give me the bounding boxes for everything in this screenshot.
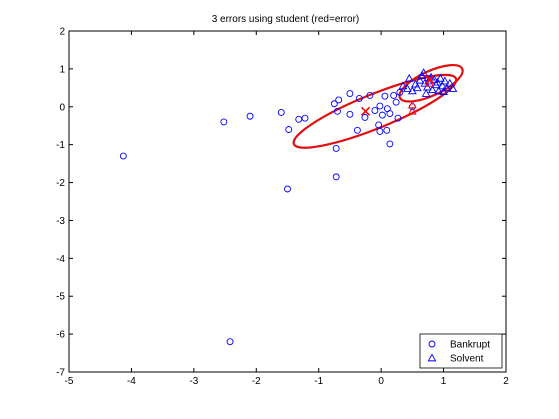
solvent-point (422, 82, 432, 91)
y-tick-label: -6 (56, 330, 65, 341)
legend-solvent-marker (427, 353, 437, 362)
solvent-point (434, 86, 443, 95)
plot-area (68, 30, 507, 373)
solvent-point (436, 73, 445, 82)
legend-label: Solvent (450, 354, 484, 365)
chart-title: 3 errors using student (red=error) (212, 14, 360, 25)
error-point (425, 78, 435, 87)
bankrupt-point (394, 114, 402, 122)
bankrupt-point (226, 338, 234, 346)
bankrupt-point (355, 94, 363, 102)
solvent-point (419, 68, 428, 77)
bankrupt-point (246, 112, 254, 120)
bankrupt-point (366, 91, 374, 99)
bankrupt-point (346, 90, 354, 97)
bankrupt-point (284, 185, 291, 193)
y-tick-label: 2 (59, 27, 65, 38)
y-tick-label: 0 (59, 102, 65, 113)
bankrupt-point (332, 145, 340, 152)
data-points (119, 68, 458, 346)
bankrupt-point (390, 91, 398, 99)
bankrupt-point (119, 152, 127, 160)
y-tick-label: -2 (56, 178, 65, 189)
bankrupt-point (381, 92, 389, 100)
bankrupt-point (376, 127, 384, 135)
bankrupt-point (220, 118, 228, 126)
class-mean-marker (425, 74, 435, 85)
solvent-point (415, 75, 425, 84)
y-tick-label: -3 (56, 216, 65, 227)
bankrupt-point (386, 140, 394, 148)
bankrupt-point (361, 113, 369, 121)
solvent-point (440, 76, 450, 85)
solvent-point (442, 83, 452, 92)
legend-label: Bankrupt (450, 340, 490, 351)
bankrupt-point (353, 126, 361, 134)
cross-stroke (425, 74, 435, 85)
x-tick-label: 1 (441, 376, 447, 387)
y-tick-label: -7 (56, 368, 65, 379)
x-tick-label: -2 (252, 376, 261, 387)
legend-box (419, 333, 503, 369)
bankrupt-point (383, 126, 391, 134)
bankrupt-point (392, 98, 400, 106)
solvent-point (398, 81, 408, 90)
x-tick-label: -1 (314, 376, 323, 387)
y-tick-label: -1 (56, 140, 65, 151)
bankrupt-point (332, 173, 340, 181)
bankrupt-point (330, 100, 338, 108)
bankrupt-point (386, 110, 394, 118)
bankrupt-point (346, 110, 354, 118)
bankrupt-point (333, 107, 341, 115)
x-tick-label: -4 (127, 376, 136, 387)
solvent-point (421, 88, 431, 97)
cross-stroke (360, 106, 371, 116)
solvent-point (402, 84, 412, 92)
bankrupt-point (285, 126, 293, 133)
y-tick-label: -5 (56, 292, 65, 303)
solvent-point (412, 83, 422, 92)
bankrupt-point (396, 88, 404, 96)
bankrupt-point (375, 121, 383, 129)
class-ellipse (398, 63, 464, 103)
legend: Bankrupt Solvent (419, 333, 503, 369)
x-tick-label: 0 (378, 376, 384, 387)
y-tick-label: -4 (56, 254, 65, 265)
solvent-point (437, 81, 447, 90)
bankrupt-point (335, 96, 343, 104)
solvent-point (439, 87, 448, 95)
solvent-point (432, 77, 442, 86)
bankrupt-point (378, 111, 386, 119)
class-mean-marker (360, 106, 371, 116)
solvent-point (404, 73, 414, 82)
y-tick-label: 1 (59, 64, 65, 75)
solvent-point (445, 78, 455, 87)
x-tick-label: 2 (503, 376, 509, 387)
bankrupt-point (376, 102, 384, 110)
solvent-point (427, 85, 437, 94)
error-point (407, 100, 417, 109)
bankrupt-point (277, 109, 285, 116)
bankrupt-point (301, 114, 309, 122)
axes: -5 -4 -3 -2 -1 0 1 2 -7 -6 -5 -4 -3 -2 -1 0 1 2 (56, 27, 509, 388)
solvent-point (429, 74, 439, 83)
x-tick-label: -3 (189, 376, 198, 387)
bankrupt-point (371, 107, 379, 115)
solvent-point (448, 84, 458, 92)
x-tick-label: -5 (65, 376, 74, 387)
error-point (407, 106, 417, 115)
legend-bankrupt-marker (428, 340, 436, 348)
